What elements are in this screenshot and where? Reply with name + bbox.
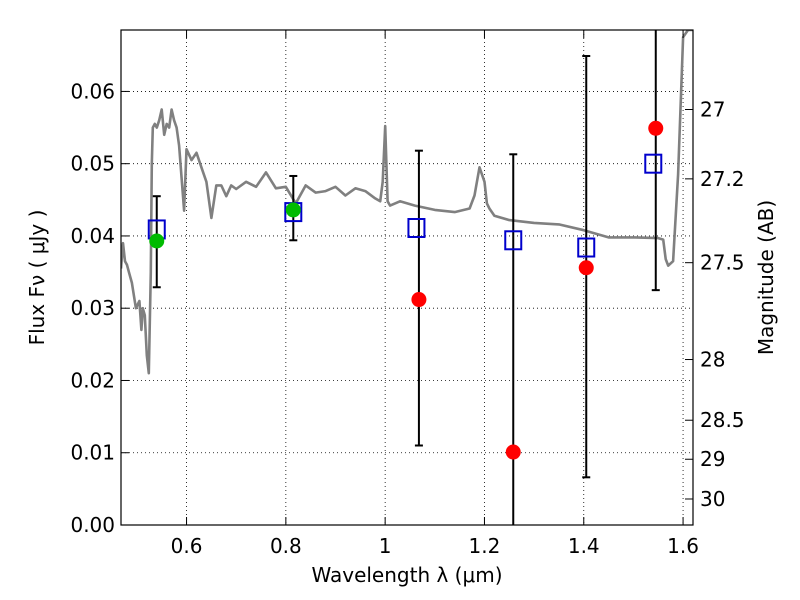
plot-frame bbox=[120, 29, 694, 526]
data-markers bbox=[147, 120, 664, 460]
observed-point-red bbox=[411, 292, 427, 308]
y-tick-label: 0.01 bbox=[70, 441, 115, 465]
y-axis-title: Flux Fν ( μJy ) bbox=[25, 210, 49, 346]
model-flux-square bbox=[504, 230, 523, 251]
observed-point-green bbox=[149, 233, 165, 249]
x-axis-title: Wavelength λ (μm) bbox=[311, 563, 502, 587]
x-tick-label: 1.4 bbox=[568, 534, 600, 558]
y2-tick-label: 27.2 bbox=[700, 167, 745, 191]
y2-axis-title: Magnitude (AB) bbox=[754, 200, 778, 355]
x-tick-label: 0.8 bbox=[270, 534, 302, 558]
x-tick-label: 1.2 bbox=[469, 534, 501, 558]
y-axis: 0.00 0.01 0.02 0.03 0.04 0.05 0.06 bbox=[70, 79, 129, 537]
x-tick-label: 0.6 bbox=[171, 534, 203, 558]
y-tick-label: 0.02 bbox=[70, 368, 115, 392]
y-tick-label: 0.00 bbox=[70, 513, 115, 537]
spectrum-series bbox=[121, 30, 693, 375]
observed-point-green bbox=[285, 202, 301, 218]
x-axis: 0.6 0.8 1 1.2 1.4 1.6 bbox=[171, 30, 699, 558]
model-flux-square bbox=[577, 237, 596, 258]
y2-tick-label: 30 bbox=[700, 487, 725, 511]
grid bbox=[121, 30, 693, 525]
model-flux-square bbox=[407, 218, 426, 238]
x-tick-label: 1.6 bbox=[667, 534, 699, 558]
y2-tick-label: 27.5 bbox=[700, 251, 745, 275]
x-tick-label: 1 bbox=[379, 534, 392, 558]
y-tick-label: 0.06 bbox=[70, 79, 115, 103]
y-tick-label: 0.04 bbox=[70, 224, 115, 248]
y2-tick-label: 28.5 bbox=[700, 408, 745, 432]
y2-tick-label: 27 bbox=[700, 97, 725, 121]
model-flux-square bbox=[644, 153, 663, 174]
y-tick-label: 0.03 bbox=[70, 296, 115, 320]
observed-point-red bbox=[578, 260, 594, 276]
observed-point-red bbox=[648, 120, 664, 136]
y-tick-label: 0.05 bbox=[70, 152, 115, 176]
y2-tick-label: 28 bbox=[700, 348, 725, 372]
y2-tick-label: 29 bbox=[700, 447, 725, 471]
observed-point-red bbox=[505, 444, 521, 460]
y2-axis: 27 27.2 27.5 28 28.5 29 30 bbox=[685, 97, 745, 511]
spectrum-line bbox=[121, 30, 693, 375]
